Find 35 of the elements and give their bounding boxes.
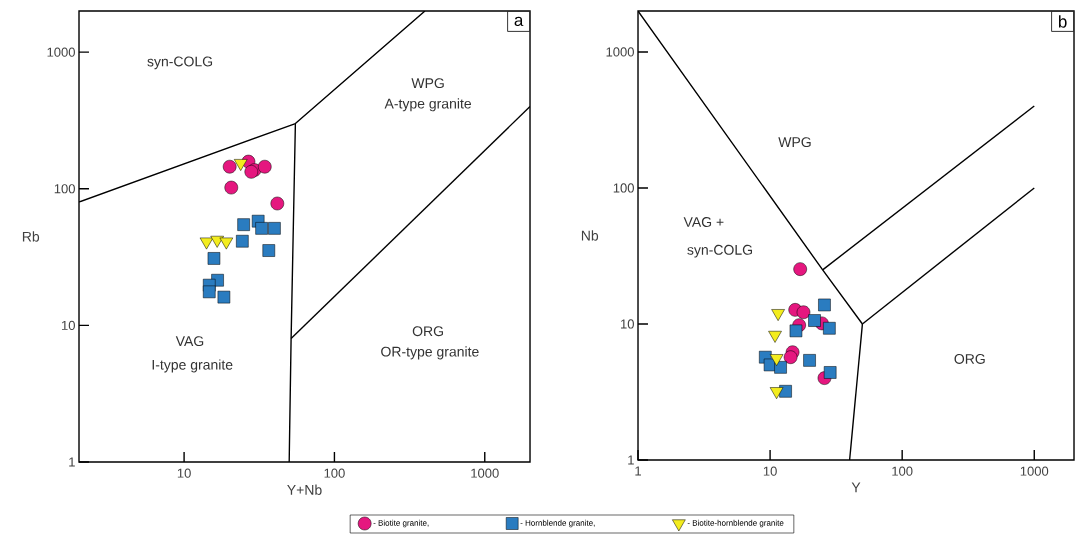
annotation: syn-COLG [147,56,213,70]
x-axis-title: Y+Nb [287,484,322,495]
legend-label: - Hornblende granite, [520,519,595,528]
x-tick-label: 1 [635,466,641,476]
annotation: VAG + [683,217,724,227]
y-tick-label: 1000 [47,47,75,57]
y-axis-title: Nb [581,230,599,241]
annotation: A-type granite [384,98,472,112]
y-axis-title: Rb [22,231,40,242]
x-tick-label: 100 [324,468,345,478]
annotation: WPG [778,137,811,148]
x-tick-label: 10 [177,468,191,478]
annotation: syn-COLG [687,244,752,258]
y-tick-label: 100 [613,183,634,193]
y-tick-label: 10 [621,319,634,329]
y-tick-label: 1000 [606,47,634,57]
x-tick-label: 100 [892,466,913,476]
y-tick-label: 100 [54,184,75,194]
annotation: ORG [954,354,985,364]
annotation: ORG [412,326,443,337]
x-tick-label: 10 [763,466,777,476]
annotation: VAG [175,336,204,347]
x-tick-label: 1000 [1020,466,1049,476]
y-tick-label: 10 [62,320,75,330]
legend-label: - Biotite granite, [373,519,429,528]
annotation: a [514,16,524,27]
legend-label: - Biotite-hornblende granite [687,519,784,528]
annotation: b [1058,15,1067,28]
y-tick-label: 1 [628,455,634,465]
x-axis-title: Y [851,482,861,493]
annotation: OR-type granite [381,346,479,360]
annotation: WPG [411,78,444,89]
x-tick-label: 1000 [471,468,499,478]
annotation: I-type granite [152,359,233,373]
y-tick-label: 1 [69,457,75,467]
